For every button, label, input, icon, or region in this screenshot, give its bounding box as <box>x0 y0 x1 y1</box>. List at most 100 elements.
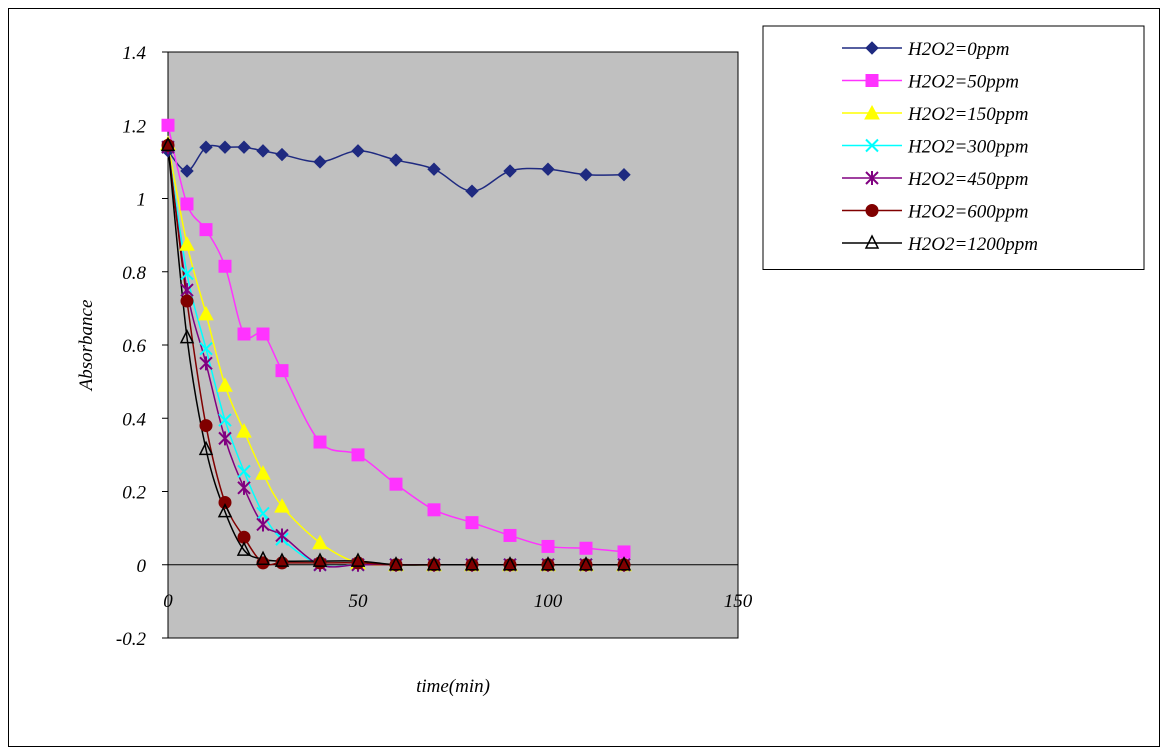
legend-marker <box>864 104 880 120</box>
data-point <box>237 464 251 479</box>
data-point <box>199 140 213 154</box>
data-point <box>351 448 365 462</box>
x-axis-title: time(min) <box>416 676 490 697</box>
legend-label: H2O2=600ppm <box>907 202 1029 223</box>
legend-label: H2O2=0ppm <box>907 39 1010 60</box>
data-point <box>389 477 403 491</box>
data-point <box>350 552 366 567</box>
data-point <box>274 552 290 567</box>
data-point <box>465 184 479 198</box>
data-point <box>218 140 232 154</box>
legend-item: H2O2=1200ppm <box>842 234 1038 255</box>
data-point <box>616 556 632 571</box>
data-point <box>236 423 252 438</box>
legend: H2O2=0ppm H2O2=50ppm H2O2=150ppm H2O2=300pp… <box>762 25 1145 270</box>
data-point <box>198 305 214 321</box>
legend-label: H2O2=450ppm <box>907 169 1029 190</box>
y-tick-label: 0.4 <box>122 409 146 430</box>
legend-label: H2O2=1200ppm <box>907 234 1038 255</box>
legend-item: H2O2=150ppm <box>842 104 1029 125</box>
data-point <box>579 541 593 555</box>
data-point <box>313 435 327 449</box>
data-point <box>351 144 365 158</box>
y-tick-label: 0.6 <box>122 336 146 357</box>
data-point <box>617 167 631 182</box>
data-point <box>218 431 232 446</box>
data-point <box>541 539 555 553</box>
plot-area <box>167 51 739 639</box>
data-point <box>313 155 327 169</box>
x-tick-label: 50 <box>349 591 369 612</box>
data-point <box>237 327 251 341</box>
data-point <box>274 498 290 513</box>
legend-marker <box>864 234 880 249</box>
data-point <box>217 502 233 518</box>
data-point <box>388 556 404 571</box>
data-point <box>199 341 213 356</box>
x-tick-label: 0 <box>163 591 173 612</box>
data-point <box>180 164 194 178</box>
data-point <box>255 465 271 480</box>
x-tick-label: 100 <box>534 591 563 612</box>
data-point <box>218 413 232 427</box>
legend-item: H2O2=0ppm <box>842 39 1010 60</box>
data-point <box>465 516 479 530</box>
data-point <box>237 140 251 154</box>
data-point <box>236 541 252 556</box>
legend-marker <box>865 41 879 55</box>
data-point <box>464 556 480 571</box>
data-point <box>578 556 594 571</box>
data-point <box>218 495 232 509</box>
series-line-1 <box>167 125 625 553</box>
data-point <box>160 136 176 152</box>
data-point <box>179 328 195 344</box>
data-point <box>312 552 328 567</box>
data-point <box>199 223 213 237</box>
y-axis-ticks: -0.2 0 0.2 0.4 0.6 0.8 1 1.2 1.4 <box>116 43 168 650</box>
y-tick-label: 1 <box>137 190 147 211</box>
legend-marker <box>865 204 879 217</box>
y-tick-label: 0.2 <box>122 483 146 504</box>
data-point <box>579 167 593 182</box>
data-point <box>180 294 194 308</box>
data-point <box>180 197 194 211</box>
x-axis-ticks: 0 50 100 150 <box>163 564 753 612</box>
x-tick-label: 150 <box>724 591 753 612</box>
series-markers <box>160 118 632 572</box>
data-point <box>427 162 441 176</box>
legend-item: H2O2=450ppm <box>842 169 1029 190</box>
data-point <box>218 259 232 273</box>
data-point <box>502 556 518 571</box>
data-point <box>541 162 555 176</box>
data-point <box>312 534 328 550</box>
data-point <box>179 236 195 251</box>
data-point <box>256 556 270 570</box>
legend-marker <box>865 138 879 153</box>
data-point <box>256 327 270 341</box>
data-point <box>180 266 194 281</box>
legend-label: H2O2=150ppm <box>907 104 1029 125</box>
y-tick-label: 0.8 <box>122 263 146 284</box>
legend-label: H2O2=300ppm <box>907 137 1029 158</box>
legend-label: H2O2=50ppm <box>907 72 1019 93</box>
y-tick-label: 0 <box>137 556 147 577</box>
data-point <box>217 377 233 392</box>
legend-item: H2O2=600ppm <box>842 202 1029 223</box>
data-point <box>256 144 270 158</box>
legend-item: H2O2=300ppm <box>842 137 1029 158</box>
data-point <box>275 364 289 378</box>
data-point <box>255 550 271 566</box>
legend-marker <box>865 74 879 87</box>
data-point <box>426 556 442 571</box>
data-point <box>199 419 213 433</box>
data-point <box>256 506 270 521</box>
data-point <box>199 356 213 371</box>
data-point <box>503 164 517 178</box>
data-point <box>161 118 175 132</box>
data-point <box>256 517 270 532</box>
y-axis-title: Absorbance <box>76 300 97 393</box>
legend-marker <box>865 171 879 185</box>
legend-box <box>762 25 1145 270</box>
data-point <box>237 480 251 495</box>
